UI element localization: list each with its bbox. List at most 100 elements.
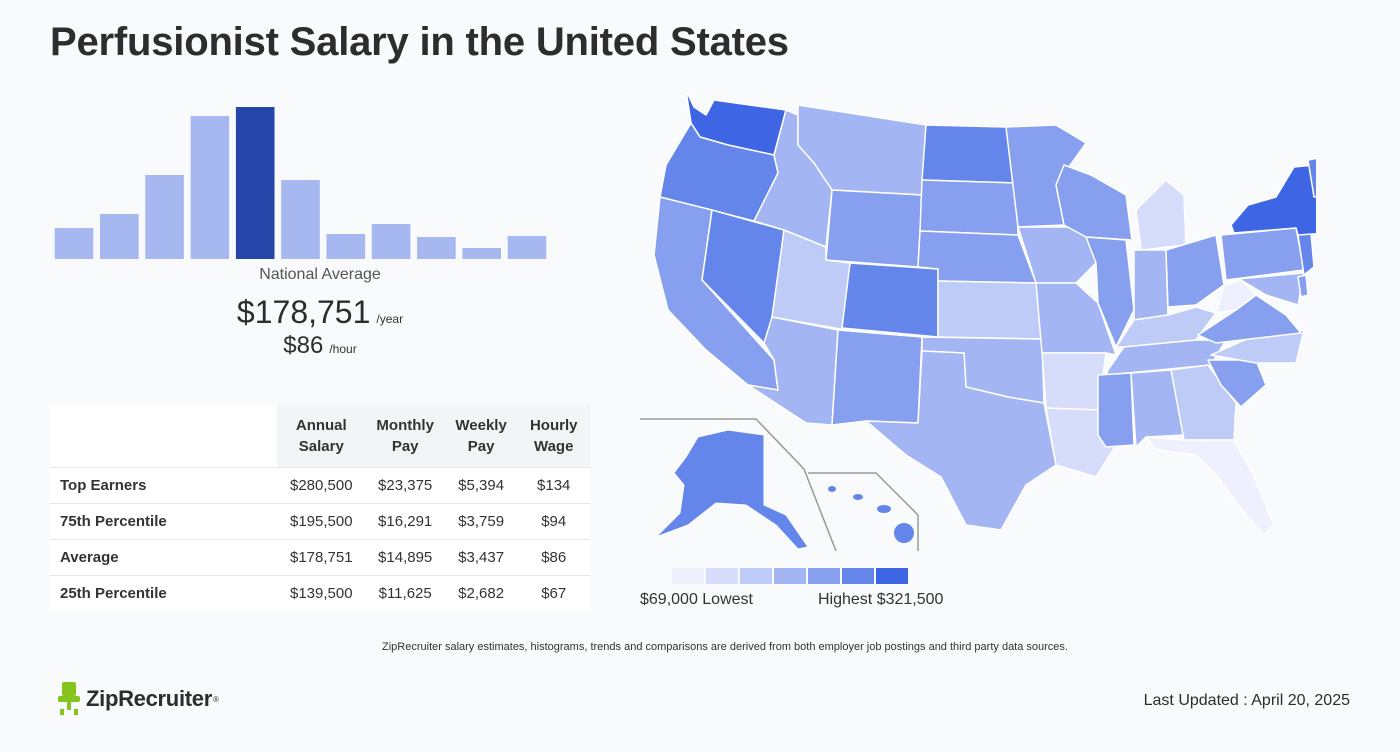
hourly-unit: /hour [329,342,357,356]
disclaimer-text: ZipRecruiter salary estimates, histogram… [382,641,1068,653]
cell-weekly: $5,394 [444,467,518,504]
us-salary-map [640,89,1316,552]
page-title: Perfusionist Salary in the United States [50,20,789,64]
chair-stem [67,702,71,710]
row-label: Top Earners [50,467,277,504]
state-arkansas[interactable] [1041,352,1107,411]
alaska-icon[interactable] [655,429,809,550]
legend-high-label: Highest $321,500 [818,591,944,608]
ziprecruiter-logo[interactable]: ZipRecruiter ® [58,682,219,716]
cell-annual: $280,500 [277,467,366,504]
table-header-weekly: Weekly Pay [444,405,518,468]
hawaii-island-kauai [828,486,836,492]
table-header-row: Annual Salary Monthly Pay Weekly Pay Hou… [50,405,590,468]
histogram-bar-5 [235,107,275,259]
cell-annual: $178,751 [277,539,366,576]
table-header-monthly: Monthly Pay [365,405,445,468]
table-header-annual: Annual Salary [277,405,366,468]
legend-low-label: $69,000 Lowest [640,591,753,608]
state-mississippi[interactable] [1097,372,1135,448]
salary-histogram [54,107,547,259]
chair-leg-left [60,709,64,715]
legend-swatch-7 [876,568,908,584]
cell-monthly: $16,291 [365,503,445,540]
legend-swatch-5 [808,568,840,584]
state-florida[interactable] [1145,436,1275,536]
cell-hourly: $94 [517,503,590,540]
cell-annual: $195,500 [277,503,366,540]
state-alabama[interactable] [1130,369,1185,448]
cell-hourly: $86 [517,539,590,576]
cell-monthly: $11,625 [365,575,445,611]
histogram-bar-1 [54,228,94,259]
state-west-virginia[interactable] [1215,279,1257,314]
legend-swatch-1 [672,568,704,584]
state-colorado[interactable] [841,262,939,338]
row-label: 75th Percentile [50,503,277,540]
cell-monthly: $14,895 [365,539,445,576]
cell-weekly: $2,682 [444,575,518,611]
histogram-bar-2 [100,214,139,259]
state-indiana[interactable] [1133,249,1169,321]
last-updated: Last Updated : April 20, 2025 [1143,692,1350,709]
state-pennsylvania[interactable] [1220,227,1305,281]
salary-table: Annual Salary Monthly Pay Weekly Pay Hou… [50,405,590,611]
row-label: Average [50,539,277,576]
hawaii-inset-border [808,472,919,551]
table-header-hourly: Hourly Wage [517,405,590,468]
row-label: 25th Percentile [50,575,277,611]
legend-swatch-2 [706,568,738,584]
table-header-blank [50,405,277,468]
chair-icon [58,682,80,715]
logo-text: ZipRecruiter [86,686,212,711]
state-wyoming[interactable] [825,189,923,268]
cell-hourly: $67 [517,575,590,611]
state-new-mexico[interactable] [831,329,923,426]
hawaii-icon[interactable] [828,486,914,543]
histogram-bar-6 [281,180,320,259]
histogram-bar-10 [462,248,501,259]
hourly-average: $86/hour [50,332,590,360]
histogram-bar-11 [507,236,547,259]
chair-back [62,682,76,696]
cell-weekly: $3,437 [444,539,518,576]
state-michigan[interactable] [1135,179,1187,251]
national-average-label: National Average [259,266,381,283]
legend-swatch-3 [740,568,772,584]
legend-swatch-6 [842,568,874,584]
table-row: 25th Percentile $139,500 $11,625 $2,682 … [50,575,590,611]
chair-leg-right [74,709,78,715]
cell-hourly: $134 [517,467,590,504]
hourly-average-value: $86 [283,332,324,359]
histogram-bar-7 [326,234,366,259]
state-texas[interactable] [865,350,1057,531]
state-delaware[interactable] [1297,274,1309,298]
annual-average: $178,751/year [50,294,590,331]
legend-swatch-4 [774,568,806,584]
state-maryland[interactable] [1225,272,1305,306]
hawaii-inset [808,472,919,551]
table-row: Average $178,751 $14,895 $3,437 $86 [50,539,590,576]
table-row: Top Earners $280,500 $23,375 $5,394 $134 [50,467,590,504]
alaska-inset [640,418,837,552]
cell-annual: $139,500 [277,575,366,611]
annual-unit: /year [376,312,404,326]
hawaii-island-oahu [853,494,863,500]
histogram-bar-4 [190,116,230,259]
state-ohio[interactable] [1165,234,1225,308]
annual-average-value: $178,751 [236,294,371,330]
state-north-dakota[interactable] [921,124,1017,184]
hawaii-island-big-island [894,523,914,543]
state-south-dakota[interactable] [919,179,1019,236]
chair-seat [58,696,80,702]
state-kansas[interactable] [937,280,1043,340]
state-vermont[interactable] [1307,157,1316,198]
histogram-bar-8 [371,224,411,259]
table-row: 75th Percentile $195,500 $16,291 $3,759 … [50,503,590,540]
histogram-bar-9 [417,237,456,259]
cell-monthly: $23,375 [365,467,445,504]
hawaii-island-maui [877,505,891,513]
state-new-york[interactable] [1230,164,1316,236]
histogram-bar-3 [145,175,184,259]
cell-weekly: $3,759 [444,503,518,540]
